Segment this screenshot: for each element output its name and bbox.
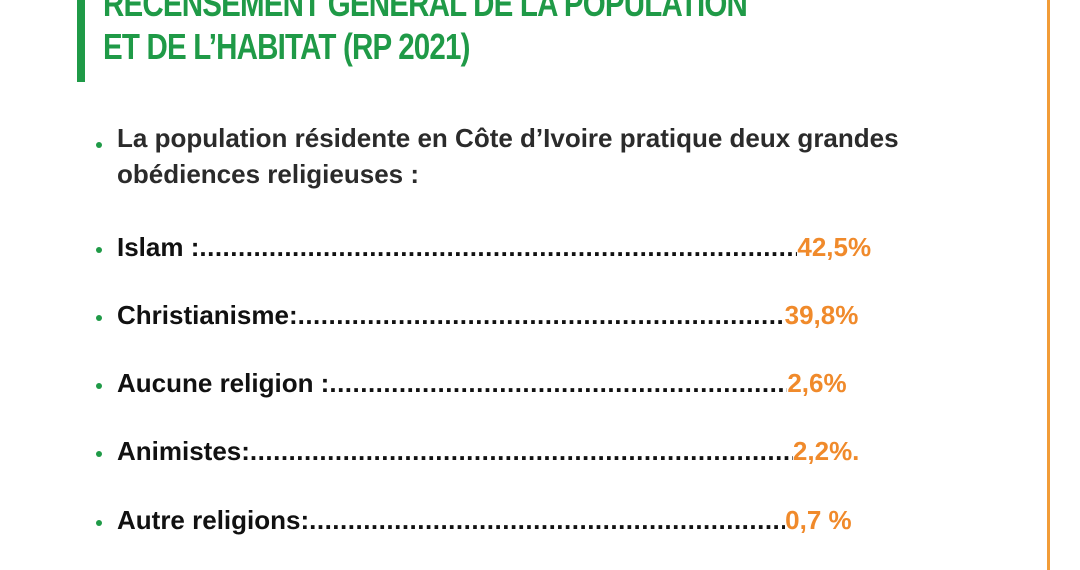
dot-leader: ........................................… (329, 368, 787, 398)
title-line-1: RECENSEMENT GENERAL DE LA POPULATION (103, 0, 748, 24)
item-label: Autre religions: (117, 505, 310, 535)
list-item-animistes: Animistes: .............................… (96, 434, 916, 468)
title-accent-bar (77, 0, 85, 82)
list-item-christianisme: Christianisme: .........................… (96, 298, 916, 332)
item-value: 39,8% (784, 300, 859, 330)
item-value: 2,6% (787, 368, 847, 398)
item-value: 0,7 % (785, 505, 852, 535)
dot-leader: ........................................… (199, 232, 797, 262)
dot-leader: ........................................… (297, 300, 785, 330)
title-line-2: ET DE L’HABITAT (RP 2021) (103, 26, 470, 67)
item-value: 2,2%. (792, 436, 860, 466)
list-item-aucune-religion: Aucune religion : ......................… (96, 366, 916, 400)
item-value: 42,5% (797, 232, 872, 262)
bullet-icon (96, 451, 102, 457)
bullet-icon (96, 315, 102, 321)
item-label: Christianisme: (117, 300, 298, 330)
bullet-icon (96, 247, 102, 253)
item-label: Aucune religion : (117, 368, 330, 398)
bullet-icon (96, 520, 102, 526)
list-item-islam: Islam : ................................… (96, 230, 916, 264)
page-title: RECENSEMENT GENERAL DE LA POPULATION ET … (103, 0, 748, 68)
page-border-line (1047, 0, 1050, 570)
dot-leader: ........................................… (249, 436, 793, 466)
bullet-icon (96, 383, 102, 389)
dot-leader: ........................................… (309, 505, 785, 535)
intro-paragraph: La population résidente en Côte d’Ivoire… (96, 120, 1016, 192)
list-item-autre-religions: Autre religions: .......................… (96, 503, 916, 537)
item-label: Animistes: (117, 436, 250, 466)
item-label: Islam : (117, 232, 200, 262)
intro-text: La population résidente en Côte d’Ivoire… (117, 123, 899, 189)
bullet-icon (96, 142, 102, 148)
